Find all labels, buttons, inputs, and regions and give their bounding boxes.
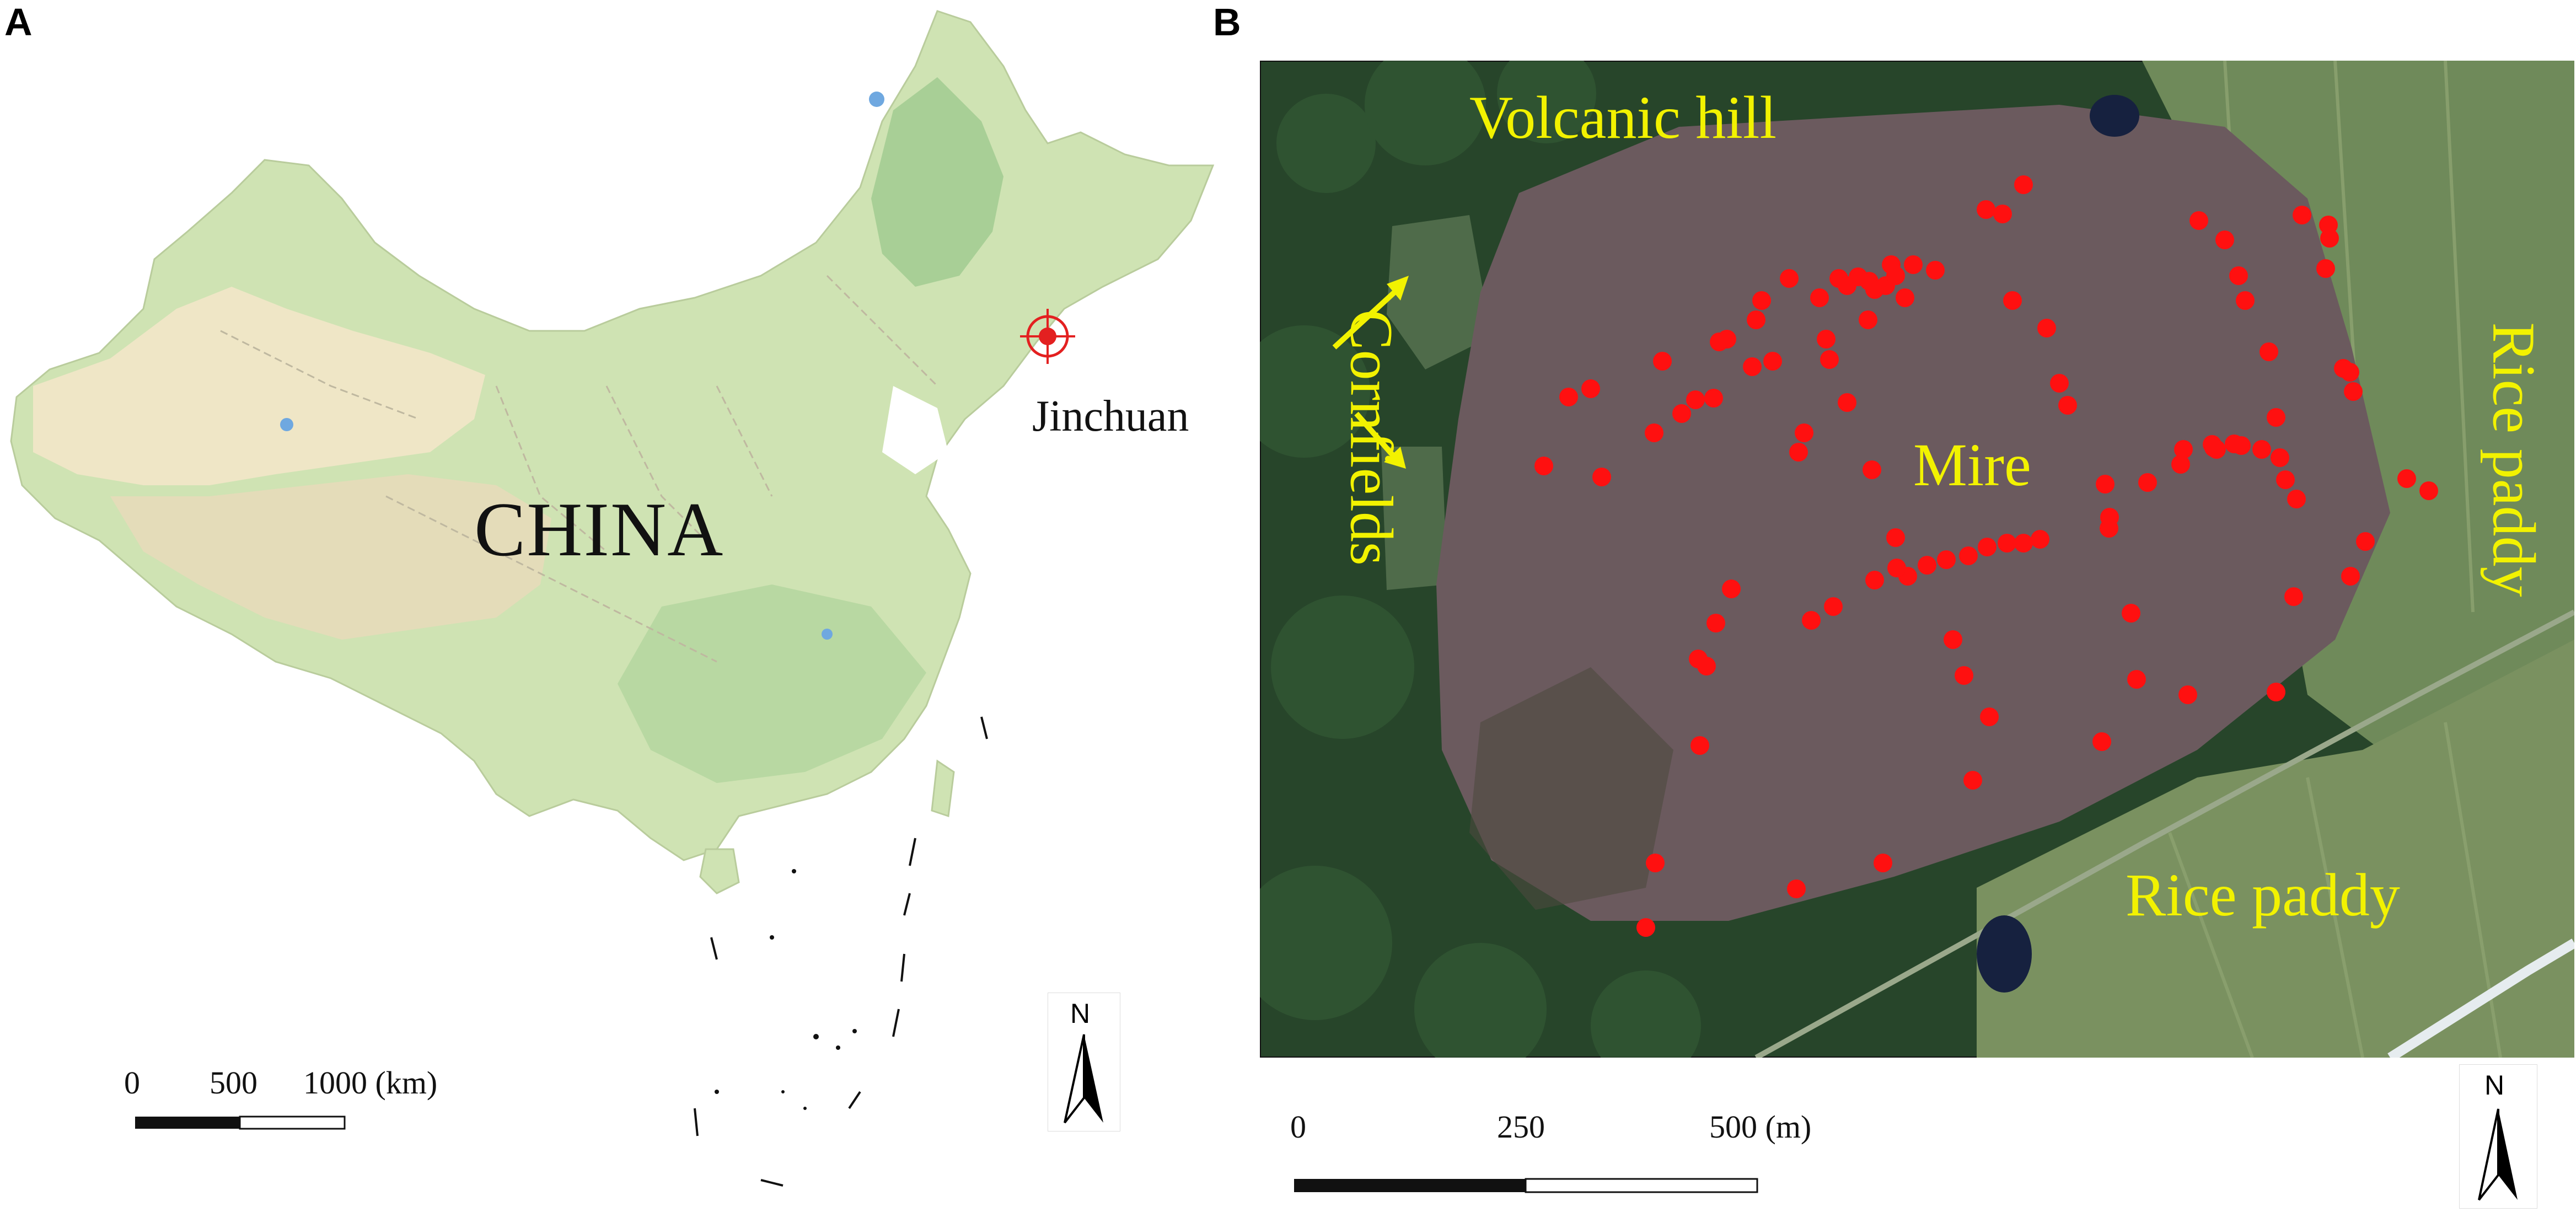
scale-b-tick-250: 250 xyxy=(1497,1109,1545,1145)
bohai-sea xyxy=(882,386,948,474)
scale-b-tick-0: 0 xyxy=(1290,1109,1306,1145)
label-rice-paddy-bottom: Rice paddy xyxy=(2126,861,2400,929)
forest-texture xyxy=(1260,61,1701,1058)
scale-b-tick-500: 500 (m) xyxy=(1709,1109,1812,1145)
scale-a-tick-500: 500 xyxy=(210,1065,257,1101)
lake xyxy=(822,629,833,640)
paddy-area-bottom xyxy=(1977,640,2574,1058)
scale-bar-b xyxy=(1294,1178,1758,1193)
plateau-region xyxy=(110,474,551,640)
province-borders xyxy=(220,275,938,663)
nine-dash-line xyxy=(694,716,988,1187)
panel-a-letter: A xyxy=(4,1,33,44)
lake xyxy=(280,418,293,431)
china-map xyxy=(10,10,1215,1187)
hainan-island xyxy=(699,848,740,894)
north-arrow-a: N xyxy=(1048,993,1120,1131)
label-volcanic-hill: Volcanic hill xyxy=(1469,84,1777,151)
forest-south xyxy=(618,584,926,783)
pond-south xyxy=(1977,915,2032,993)
country-label: CHINA xyxy=(474,487,724,572)
north-label-b: N xyxy=(2484,1070,2505,1101)
river xyxy=(2387,939,2574,1058)
scale-bar-a-black xyxy=(135,1117,240,1129)
cornfield-arrows xyxy=(1332,276,1409,469)
cornfield-area-lower xyxy=(1381,447,1447,590)
road xyxy=(1754,609,2574,1058)
scale-a-tick-1000: 1000 (km) xyxy=(303,1065,438,1101)
pond-north xyxy=(2090,95,2139,137)
panel-b-letter: B xyxy=(1213,1,1241,44)
mire-area xyxy=(1436,105,2390,921)
scale-bar-a-white xyxy=(239,1116,346,1130)
jinchuan-marker xyxy=(1020,309,1075,364)
lake xyxy=(869,92,884,107)
satellite-image xyxy=(1260,61,2574,1058)
small-islands xyxy=(715,869,857,1110)
north-label-a: N xyxy=(1070,998,1091,1029)
scale-a-tick-0: 0 xyxy=(124,1065,140,1101)
label-cornfields: Cornfields xyxy=(1338,309,1405,566)
taiwan-island xyxy=(931,759,955,818)
north-arrow-b: N xyxy=(2459,1064,2537,1209)
forest-northeast xyxy=(871,77,1003,287)
site-label: Jinchuan xyxy=(1032,392,1189,441)
cornfield-area-upper xyxy=(1387,215,1491,369)
mire-dark-patch xyxy=(1469,667,1673,910)
desert-region xyxy=(33,287,485,485)
label-rice-paddy-right: Rice paddy xyxy=(2480,322,2548,597)
label-mire: Mire xyxy=(1913,431,2031,498)
